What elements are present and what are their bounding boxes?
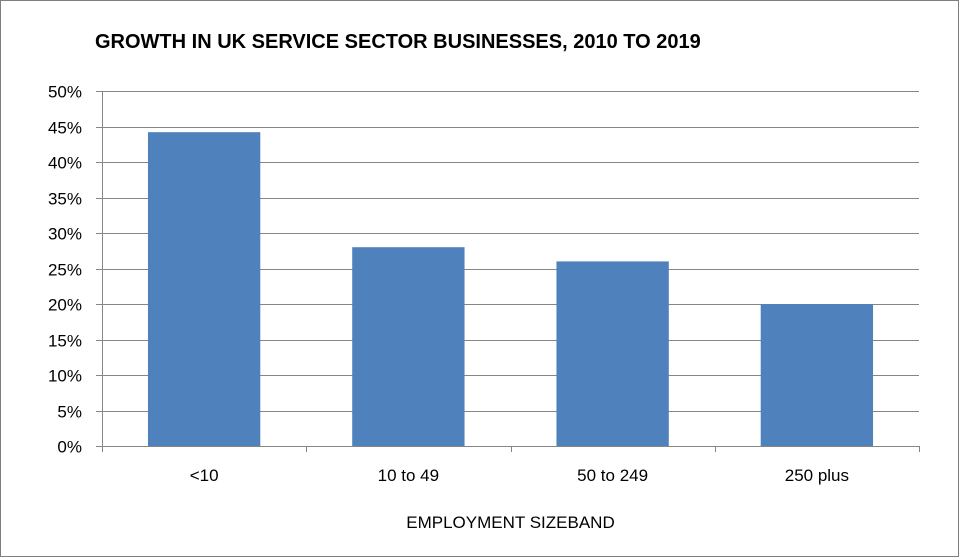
y-tick-label: 0% xyxy=(57,438,82,457)
y-tick-label: 10% xyxy=(48,367,82,386)
bar-2 xyxy=(352,247,465,446)
x-tick-label: <10 xyxy=(190,466,219,485)
y-tick-label: 40% xyxy=(48,154,82,173)
y-tick-label: 50% xyxy=(48,83,82,102)
bar-4 xyxy=(760,304,874,446)
x-tick-label: 250 plus xyxy=(785,466,849,485)
x-axis-title: EMPLOYMENT SIZEBAND xyxy=(406,513,614,532)
y-tick-label: 25% xyxy=(48,261,82,280)
chart-title: GROWTH IN UK SERVICE SECTOR BUSINESSES, … xyxy=(95,31,701,53)
bar-1 xyxy=(147,132,261,446)
y-tick-label: 35% xyxy=(48,190,82,209)
axes xyxy=(96,91,920,452)
bars xyxy=(147,132,874,446)
y-tick-label: 5% xyxy=(57,403,82,422)
bar-3 xyxy=(556,261,669,446)
y-tick-label: 20% xyxy=(48,296,82,315)
tick-labels: 0% 5% 10% 15% 20% 25% 30% 35% 40% 45% 50% <10 10 to … xyxy=(48,83,849,486)
x-tick-label: 50 to 249 xyxy=(577,466,648,485)
x-tick-label: 10 to 49 xyxy=(378,466,439,485)
y-tick-label: 45% xyxy=(48,119,82,138)
y-tick-label: 30% xyxy=(48,225,82,244)
y-tick-label: 15% xyxy=(48,332,82,351)
